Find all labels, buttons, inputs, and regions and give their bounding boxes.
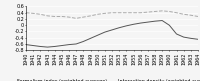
Formalism index (weighted average) — [154, 21, 156, 22]
Interaction density (weighted average) — [32, 13, 34, 14]
Formalism index (weighted average) — [161, 20, 163, 21]
Interaction density (weighted average) — [147, 12, 149, 13]
Interaction density (weighted average) — [175, 12, 178, 13]
Formalism index (weighted average) — [132, 24, 135, 25]
Interaction density (weighted average) — [161, 10, 163, 11]
Interaction density (weighted average) — [111, 12, 113, 13]
Formalism index (weighted average) — [197, 39, 199, 40]
Formalism index (weighted average) — [125, 25, 128, 26]
Formalism index (weighted average) — [68, 44, 70, 45]
Interaction density (weighted average) — [125, 12, 128, 13]
Interaction density (weighted average) — [182, 14, 185, 15]
Interaction density (weighted average) — [82, 17, 85, 18]
Interaction density (weighted average) — [104, 13, 106, 14]
Interaction density (weighted average) — [197, 16, 199, 17]
Interaction density (weighted average) — [75, 18, 77, 19]
Interaction density (weighted average) — [154, 11, 156, 12]
Formalism index (weighted average) — [46, 47, 49, 48]
Legend: Formalism index (weighted average), Interaction density (weighted average): Formalism index (weighted average), Inte… — [8, 77, 200, 81]
Formalism index (weighted average) — [61, 45, 63, 46]
Interaction density (weighted average) — [68, 17, 70, 18]
Formalism index (weighted average) — [32, 45, 34, 46]
Interaction density (weighted average) — [39, 14, 42, 15]
Interaction density (weighted average) — [53, 16, 56, 17]
Interaction density (weighted average) — [89, 15, 92, 16]
Formalism index (weighted average) — [111, 29, 113, 30]
Interaction density (weighted average) — [46, 15, 49, 16]
Formalism index (weighted average) — [104, 32, 106, 33]
Formalism index (weighted average) — [190, 38, 192, 39]
Line: Formalism index (weighted average): Formalism index (weighted average) — [26, 21, 198, 47]
Formalism index (weighted average) — [96, 35, 99, 36]
Interaction density (weighted average) — [118, 12, 120, 13]
Interaction density (weighted average) — [96, 14, 99, 15]
Interaction density (weighted average) — [139, 12, 142, 13]
Formalism index (weighted average) — [118, 27, 120, 28]
Formalism index (weighted average) — [53, 46, 56, 47]
Formalism index (weighted average) — [168, 25, 171, 26]
Formalism index (weighted average) — [182, 37, 185, 38]
Formalism index (weighted average) — [39, 46, 42, 47]
Interaction density (weighted average) — [25, 12, 27, 13]
Interaction density (weighted average) — [168, 11, 171, 12]
Formalism index (weighted average) — [147, 22, 149, 23]
Formalism index (weighted average) — [89, 38, 92, 39]
Formalism index (weighted average) — [175, 33, 178, 34]
Interaction density (weighted average) — [190, 15, 192, 16]
Interaction density (weighted average) — [61, 16, 63, 17]
Line: Interaction density (weighted average): Interaction density (weighted average) — [26, 11, 198, 18]
Formalism index (weighted average) — [25, 44, 27, 45]
Formalism index (weighted average) — [75, 43, 77, 44]
Interaction density (weighted average) — [132, 12, 135, 13]
Formalism index (weighted average) — [82, 41, 85, 42]
